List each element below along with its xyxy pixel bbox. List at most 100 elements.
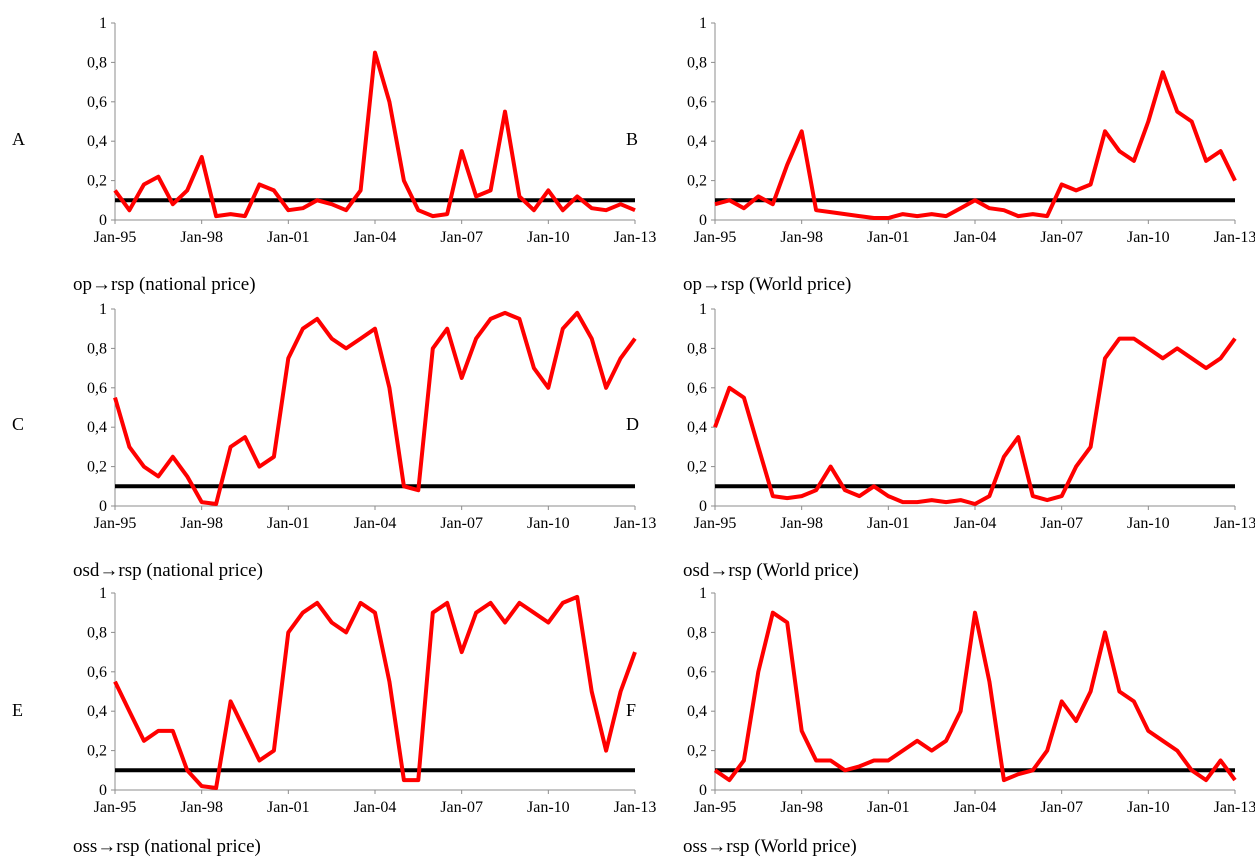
x-tick-label: Jan-98 <box>180 515 223 532</box>
x-tick-label: Jan-13 <box>614 229 657 246</box>
x-tick-label: Jan-04 <box>354 799 397 816</box>
y-tick-label: 0,4 <box>687 703 707 720</box>
x-tick-label: Jan-98 <box>180 229 223 246</box>
x-tick-label: Jan-95 <box>94 799 137 816</box>
y-tick-label: 0,6 <box>687 664 707 681</box>
x-tick-label: Jan-04 <box>954 515 997 532</box>
y-tick-label: 0,4 <box>87 703 107 720</box>
x-tick-label: Jan-13 <box>614 515 657 532</box>
y-tick-label: 0,2 <box>687 743 707 760</box>
panel-caption: oss→rsp (World price) <box>683 836 857 857</box>
y-tick-label: 0 <box>99 498 107 515</box>
y-tick-label: 0,8 <box>687 54 707 71</box>
y-tick-label: 0,8 <box>687 624 707 641</box>
chart-panel-c: 0 0,2 0,4 0,6 0,8 1 Jan-95 Jan-98 Jan-01 Jan-04 Ja… <box>12 301 656 581</box>
series-line <box>113 310 637 506</box>
y-tick-label: 1 <box>99 585 107 602</box>
x-tick-label: Jan-95 <box>694 799 737 816</box>
series-line <box>713 610 1237 783</box>
x-tick-label: Jan-13 <box>1214 515 1255 532</box>
x-tick-label: Jan-04 <box>954 799 997 816</box>
y-tick-label: 0 <box>699 498 707 515</box>
x-tick-label: Jan-95 <box>94 229 137 246</box>
y-tick-label: 0,8 <box>87 54 107 71</box>
x-tick-label: Jan-01 <box>867 515 910 532</box>
y-tick-label: 1 <box>699 301 707 318</box>
x-tick-label: Jan-07 <box>1040 799 1083 816</box>
x-tick-label: Jan-01 <box>267 229 310 246</box>
x-tick-label: Jan-07 <box>440 515 483 532</box>
chart-panel-b: 0 0,2 0,4 0,6 0,8 1 Jan-95 Jan-98 Jan-01 Jan-04 Ja… <box>626 15 1255 295</box>
series-line <box>113 50 636 219</box>
y-tick-label: 0,2 <box>87 743 107 760</box>
x-tick-label: Jan-10 <box>527 799 570 816</box>
x-tick-label: Jan-04 <box>354 515 397 532</box>
y-tick-label: 0,6 <box>687 380 707 397</box>
series-line <box>714 70 1237 220</box>
panel-letter: F <box>626 700 636 720</box>
y-tick-label: 0,4 <box>687 419 707 436</box>
panel-caption: op→rsp (national price) <box>73 274 256 295</box>
y-tick-label: 0,8 <box>687 340 707 357</box>
y-tick-label: 0,8 <box>87 624 107 641</box>
y-tick-label: 1 <box>99 301 107 318</box>
y-tick-label: 0,4 <box>87 419 107 436</box>
x-tick-label: Jan-10 <box>527 515 570 532</box>
panel-caption: oss→rsp (national price) <box>73 836 261 857</box>
x-tick-label: Jan-07 <box>1040 515 1083 532</box>
y-tick-label: 1 <box>99 15 107 32</box>
x-tick-label: Jan-13 <box>614 799 657 816</box>
chart-panel-e: 0 0,2 0,4 0,6 0,8 1 Jan-95 Jan-98 Jan-01 Jan-04 Ja… <box>12 585 656 857</box>
y-tick-label: 0,2 <box>87 173 107 190</box>
x-tick-label: Jan-95 <box>94 515 137 532</box>
x-tick-label: Jan-07 <box>440 799 483 816</box>
panel-letter: E <box>12 700 23 720</box>
x-tick-label: Jan-04 <box>354 229 397 246</box>
panel-letter: D <box>626 414 639 434</box>
panel-caption: osd→rsp (national price) <box>73 560 263 581</box>
x-tick-label: Jan-07 <box>1040 229 1083 246</box>
panel-letter: A <box>12 129 25 149</box>
chart-panel-d: 0 0,2 0,4 0,6 0,8 1 Jan-95 Jan-98 Jan-01 Jan-04 Ja… <box>626 301 1255 581</box>
series-line <box>113 594 637 790</box>
x-tick-label: Jan-98 <box>780 515 823 532</box>
panel-letter: C <box>12 414 24 434</box>
x-tick-label: Jan-01 <box>867 229 910 246</box>
y-tick-label: 1 <box>699 15 707 32</box>
y-tick-label: 0 <box>99 782 107 799</box>
y-tick-label: 0,6 <box>87 664 107 681</box>
y-tick-label: 0,6 <box>87 94 107 111</box>
chart-panels: 0 0,2 0,4 0,6 0,8 1 Jan-95 Jan-98 Jan-01 Jan-04 Ja… <box>12 15 1255 857</box>
panel-caption: osd→rsp (World price) <box>683 560 859 581</box>
x-tick-label: Jan-04 <box>954 229 997 246</box>
panel-caption: op→rsp (World price) <box>683 274 851 295</box>
x-tick-label: Jan-13 <box>1214 229 1255 246</box>
x-tick-label: Jan-98 <box>780 799 823 816</box>
x-tick-label: Jan-07 <box>440 229 483 246</box>
x-tick-label: Jan-01 <box>867 799 910 816</box>
y-tick-label: 0,6 <box>87 380 107 397</box>
y-tick-label: 0,2 <box>687 173 707 190</box>
y-tick-label: 0,2 <box>687 459 707 476</box>
series-line <box>713 336 1237 506</box>
x-tick-label: Jan-10 <box>1127 515 1170 532</box>
x-tick-label: Jan-10 <box>1127 799 1170 816</box>
y-tick-label: 0 <box>699 212 707 229</box>
y-tick-label: 0,6 <box>687 94 707 111</box>
x-tick-label: Jan-01 <box>267 799 310 816</box>
y-tick-label: 0 <box>699 782 707 799</box>
x-tick-label: Jan-95 <box>694 515 737 532</box>
y-tick-label: 0,4 <box>687 133 707 150</box>
x-tick-label: Jan-13 <box>1214 799 1255 816</box>
x-tick-label: Jan-98 <box>780 229 823 246</box>
y-tick-label: 1 <box>699 585 707 602</box>
x-tick-label: Jan-01 <box>267 515 310 532</box>
y-tick-label: 0,2 <box>87 459 107 476</box>
chart-panel-a: 0 0,2 0,4 0,6 0,8 1 Jan-95 Jan-98 Jan-01 Jan-04 Ja… <box>12 15 656 295</box>
y-tick-label: 0,8 <box>87 340 107 357</box>
x-tick-label: Jan-98 <box>180 799 223 816</box>
y-tick-label: 0,4 <box>87 133 107 150</box>
x-tick-label: Jan-10 <box>1127 229 1170 246</box>
x-tick-label: Jan-95 <box>694 229 737 246</box>
